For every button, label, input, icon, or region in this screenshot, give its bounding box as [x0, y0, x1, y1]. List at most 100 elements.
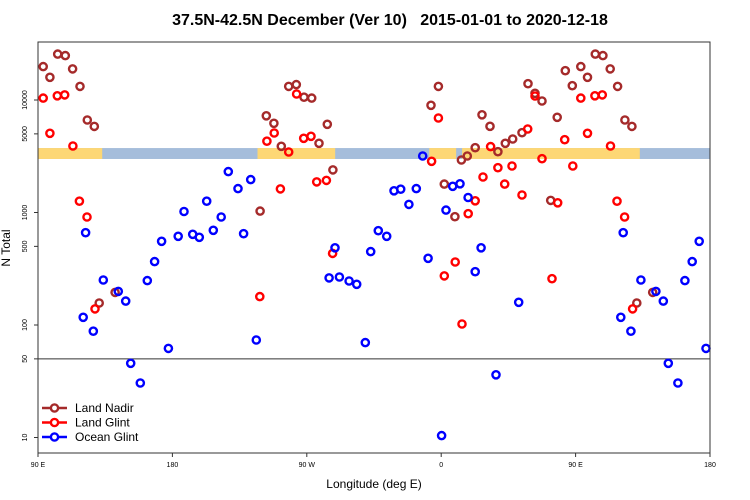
ocean-glint-point — [616, 312, 626, 323]
land-nadir-point — [269, 118, 279, 129]
ocean-glint-point — [233, 183, 243, 194]
land-glint-point — [568, 161, 578, 171]
land-nadir-point — [328, 165, 338, 175]
land-glint-point — [306, 131, 316, 142]
land-glint-point — [269, 128, 280, 138]
land-glint-point — [590, 91, 600, 101]
land-nadir-point — [523, 78, 533, 89]
land-glint-point — [517, 190, 527, 200]
land-band-segment — [429, 148, 457, 159]
land-nadir-point — [314, 138, 324, 149]
ocean-glint-point — [113, 286, 124, 297]
land-glint-point — [522, 124, 533, 134]
land-nadir-point — [560, 65, 571, 76]
ocean-glint-point — [88, 326, 99, 337]
x-tick-label: 180 — [704, 462, 716, 469]
ocean-band-segment — [38, 148, 710, 159]
land-nadir-point — [500, 138, 511, 149]
land-nadir-point — [276, 141, 287, 152]
ocean-glint-point — [404, 199, 414, 210]
ocean-glint-point — [120, 296, 131, 306]
land-glint-point — [321, 175, 332, 186]
land-nadir-point — [306, 93, 317, 103]
ocean-glint-point — [142, 275, 153, 286]
ocean-glint-point — [673, 378, 683, 388]
ocean-glint-point — [98, 275, 109, 285]
land-nadir-point — [439, 179, 450, 189]
land-band-segment — [462, 148, 640, 159]
ocean-glint-point — [626, 326, 636, 337]
legend-label: Land Nadir — [75, 401, 134, 415]
land-nadir-point — [255, 206, 265, 216]
land-glint-point — [59, 90, 70, 100]
x-tick-label: 90 W — [299, 462, 316, 469]
ocean-glint-point — [216, 212, 226, 222]
y-tick-label: 100 — [22, 319, 29, 331]
land-glint-point — [439, 271, 450, 281]
land-glint-point — [291, 89, 302, 99]
land-glint-point — [275, 184, 286, 194]
y-tick-label: 5000 — [22, 126, 29, 142]
ocean-glint-point — [694, 236, 705, 247]
land-nadir-point — [38, 61, 49, 72]
ocean-glint-point — [365, 246, 376, 257]
land-nadir-point — [470, 142, 481, 153]
ocean-glint-point — [223, 166, 234, 177]
x-tick-label: 180 — [167, 462, 179, 469]
x-axis: 90 E 180 90 W 0 90 E 180 — [31, 453, 716, 469]
land-glint-point — [547, 273, 557, 284]
land-band-segment — [257, 148, 336, 159]
ocean-glint-point — [194, 232, 205, 243]
ocean-glint-point — [135, 378, 146, 388]
land-glint-point — [450, 257, 461, 267]
ocean-glint-point — [360, 337, 371, 348]
ocean-glint-point — [238, 228, 249, 239]
ocean-glint-point — [441, 205, 451, 215]
y-tick-label: 10 — [22, 434, 29, 442]
land-glint-point — [499, 179, 510, 189]
land-glint-point — [507, 161, 517, 171]
ocean-glint-point — [149, 256, 160, 267]
land-band-segment — [38, 148, 103, 159]
plot-frame — [37, 41, 711, 454]
land-nadir-point — [493, 146, 503, 157]
ocean-glint-point — [78, 312, 88, 323]
land-nadir-point — [450, 211, 460, 222]
land-glint-point — [457, 319, 467, 329]
ocean-glint-point — [491, 369, 501, 380]
x-tick-label: 90 E — [568, 462, 583, 469]
land-nadir-point — [590, 49, 601, 59]
x-axis-title: Longitude (deg E) — [326, 477, 421, 491]
ocean-glint-point — [513, 297, 524, 308]
ocean-glint-point — [463, 192, 473, 203]
ocean-glint-point — [163, 343, 174, 354]
land-glint-point — [433, 113, 444, 123]
land-glint-point — [262, 136, 272, 146]
land-nadir-point — [60, 50, 71, 61]
land-nadir-point — [627, 121, 637, 132]
land-glint-point — [298, 133, 309, 144]
land-nadir-point — [82, 115, 93, 125]
x-tick-label: 0 — [439, 462, 443, 469]
land-nadir-point — [52, 49, 63, 59]
land-glint-point — [552, 197, 563, 208]
legend-marker — [49, 403, 60, 413]
y-tick-label: 500 — [22, 240, 29, 252]
ocean-glint-point — [179, 206, 189, 217]
ocean-glint-point — [330, 242, 340, 253]
land-nadir-point — [477, 110, 487, 120]
land-nadir-point — [507, 134, 518, 144]
chart-title: 37.5N-42.5N December (Ver 10) 2015-01-01… — [172, 12, 608, 29]
land-glint-point — [426, 156, 437, 167]
land-nadir-point — [605, 64, 616, 74]
land-nadir-point — [620, 115, 630, 125]
data-points — [38, 49, 711, 441]
land-glint-point — [68, 141, 78, 151]
land-glint-point — [82, 212, 92, 222]
land-nadir-point — [612, 81, 623, 92]
land-glint-point — [627, 304, 638, 314]
land-nadir-point — [283, 81, 294, 92]
land-glint-point — [493, 162, 503, 173]
